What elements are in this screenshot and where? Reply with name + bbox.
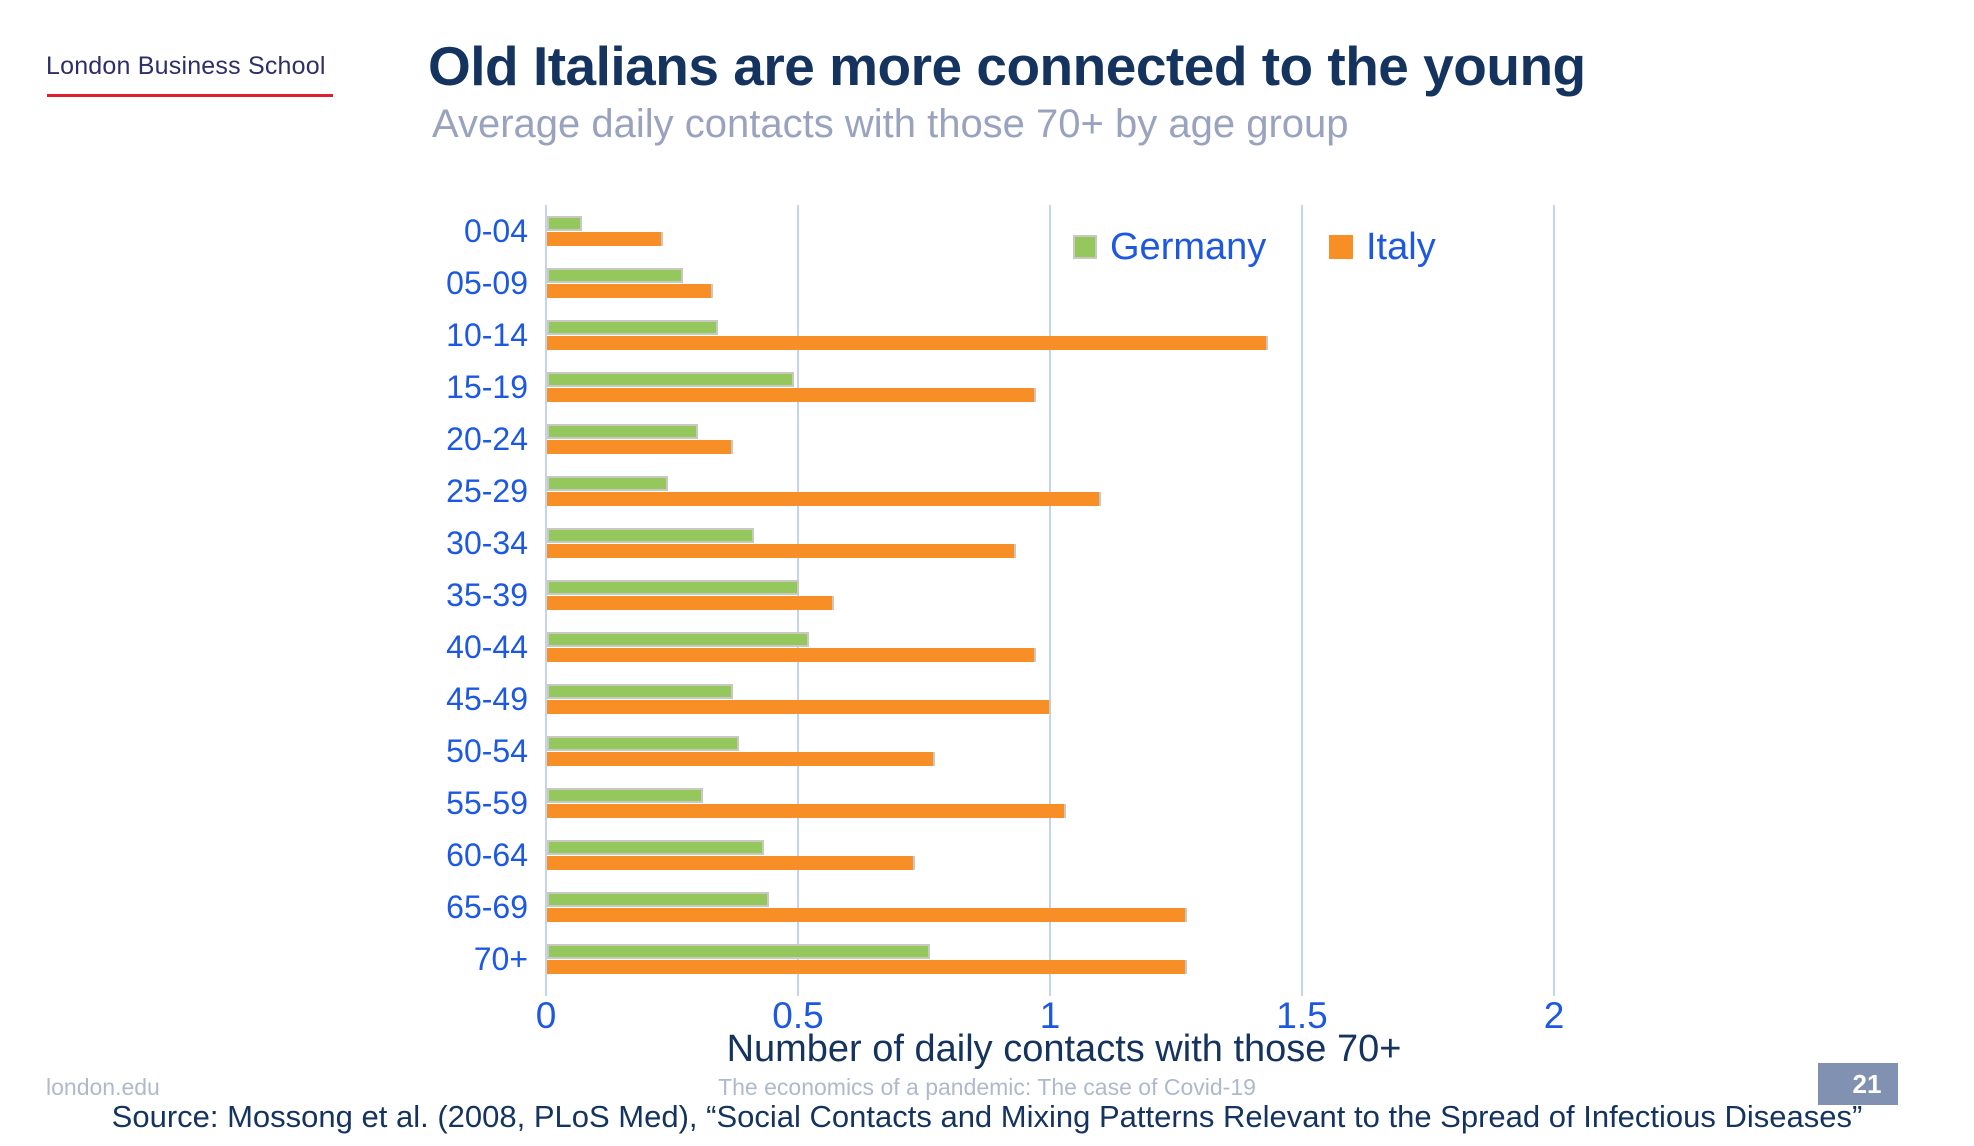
bar-italy-55-59 xyxy=(547,804,1067,818)
legend-item-italy: Italy xyxy=(1329,224,1436,270)
gridline xyxy=(1553,205,1555,985)
footer-course-title: The economics of a pandemic: The case of… xyxy=(718,1074,1256,1100)
footer-site-url: london.edu xyxy=(46,1074,160,1100)
gridline xyxy=(1049,205,1051,985)
gridline xyxy=(797,205,799,985)
page-number-badge: 21 xyxy=(1818,1063,1898,1105)
axis-tick xyxy=(1049,985,1051,996)
bar-italy-60-64 xyxy=(547,856,915,870)
bar-italy-10-14 xyxy=(547,336,1268,350)
bar-germany-60-64 xyxy=(547,840,764,855)
bar-italy-70+ xyxy=(547,960,1188,974)
bar-italy-40-44 xyxy=(547,648,1036,662)
category-label-60-64: 60-64 xyxy=(446,837,528,873)
category-label-50-54: 50-54 xyxy=(446,733,528,769)
bar-germany-40-44 xyxy=(547,632,810,647)
bar-germany-05-09 xyxy=(547,268,684,283)
category-label-65-69: 65-69 xyxy=(446,889,528,925)
category-label-0-04: 0-04 xyxy=(463,213,528,249)
bar-italy-35-39 xyxy=(547,596,835,610)
category-label-20-24: 20-24 xyxy=(446,421,528,457)
bar-germany-30-34 xyxy=(547,528,754,543)
bar-germany-0-04 xyxy=(547,216,583,231)
italy-swatch-icon xyxy=(1329,235,1353,259)
bar-italy-20-24 xyxy=(547,440,734,454)
bar-italy-30-34 xyxy=(547,544,1016,558)
category-label-45-49: 45-49 xyxy=(446,681,528,717)
bar-germany-35-39 xyxy=(547,580,799,595)
category-label-05-09: 05-09 xyxy=(446,265,528,301)
x-tick-label: 1.5 xyxy=(1276,995,1328,1036)
x-tick-label: 2 xyxy=(1543,995,1565,1036)
bar-germany-20-24 xyxy=(547,424,699,439)
category-label-30-34: 30-34 xyxy=(446,525,528,561)
category-label-25-29: 25-29 xyxy=(446,473,528,509)
bar-germany-10-14 xyxy=(547,320,719,335)
bar-italy-65-69 xyxy=(547,908,1188,922)
bar-italy-25-29 xyxy=(547,492,1102,506)
category-label-35-39: 35-39 xyxy=(446,577,528,613)
bar-germany-55-59 xyxy=(547,788,704,803)
category-label-70+: 70+ xyxy=(473,941,528,977)
category-label-40-44: 40-44 xyxy=(446,629,528,665)
bar-germany-15-19 xyxy=(547,372,794,387)
x-axis-title: Number of daily contacts with those 70+ xyxy=(726,1028,1402,1070)
legend-label-germany: Germany xyxy=(1110,225,1267,268)
axis-tick xyxy=(545,985,547,996)
slide-subtitle: Average daily contacts with those 70+ by… xyxy=(432,102,1349,146)
germany-swatch-icon xyxy=(1073,235,1097,259)
bar-italy-15-19 xyxy=(547,388,1036,402)
source-citation: Source: Mossong et al. (2008, PLoS Med),… xyxy=(111,1099,1863,1134)
axis-tick xyxy=(1553,985,1555,996)
axis-tick xyxy=(1301,985,1303,996)
bar-germany-65-69 xyxy=(547,892,769,907)
bar-germany-25-29 xyxy=(547,476,668,491)
lbs-logo-underline-rule xyxy=(47,94,333,97)
legend-item-germany: Germany xyxy=(1073,224,1266,270)
x-tick-label: 1 xyxy=(1039,995,1061,1036)
bar-germany-70+ xyxy=(547,944,931,959)
bar-italy-0-04 xyxy=(547,232,663,246)
axis-tick xyxy=(797,985,799,996)
bar-germany-50-54 xyxy=(547,736,739,751)
bar-italy-05-09 xyxy=(547,284,714,298)
category-label-55-59: 55-59 xyxy=(446,785,528,821)
category-label-15-19: 15-19 xyxy=(446,369,528,405)
category-label-10-14: 10-14 xyxy=(446,317,528,353)
bar-italy-50-54 xyxy=(547,752,936,766)
x-tick-label: 0 xyxy=(535,995,557,1036)
lbs-logo-text: London Business School xyxy=(46,52,326,80)
gridline xyxy=(545,205,547,985)
slide-title: Old Italians are more connected to the y… xyxy=(428,35,1586,97)
bar-italy-45-49 xyxy=(547,700,1051,714)
legend-label-italy: Italy xyxy=(1366,225,1436,268)
bar-germany-45-49 xyxy=(547,684,734,699)
x-tick-label: 0.5 xyxy=(772,995,824,1036)
gridline xyxy=(1301,205,1303,985)
